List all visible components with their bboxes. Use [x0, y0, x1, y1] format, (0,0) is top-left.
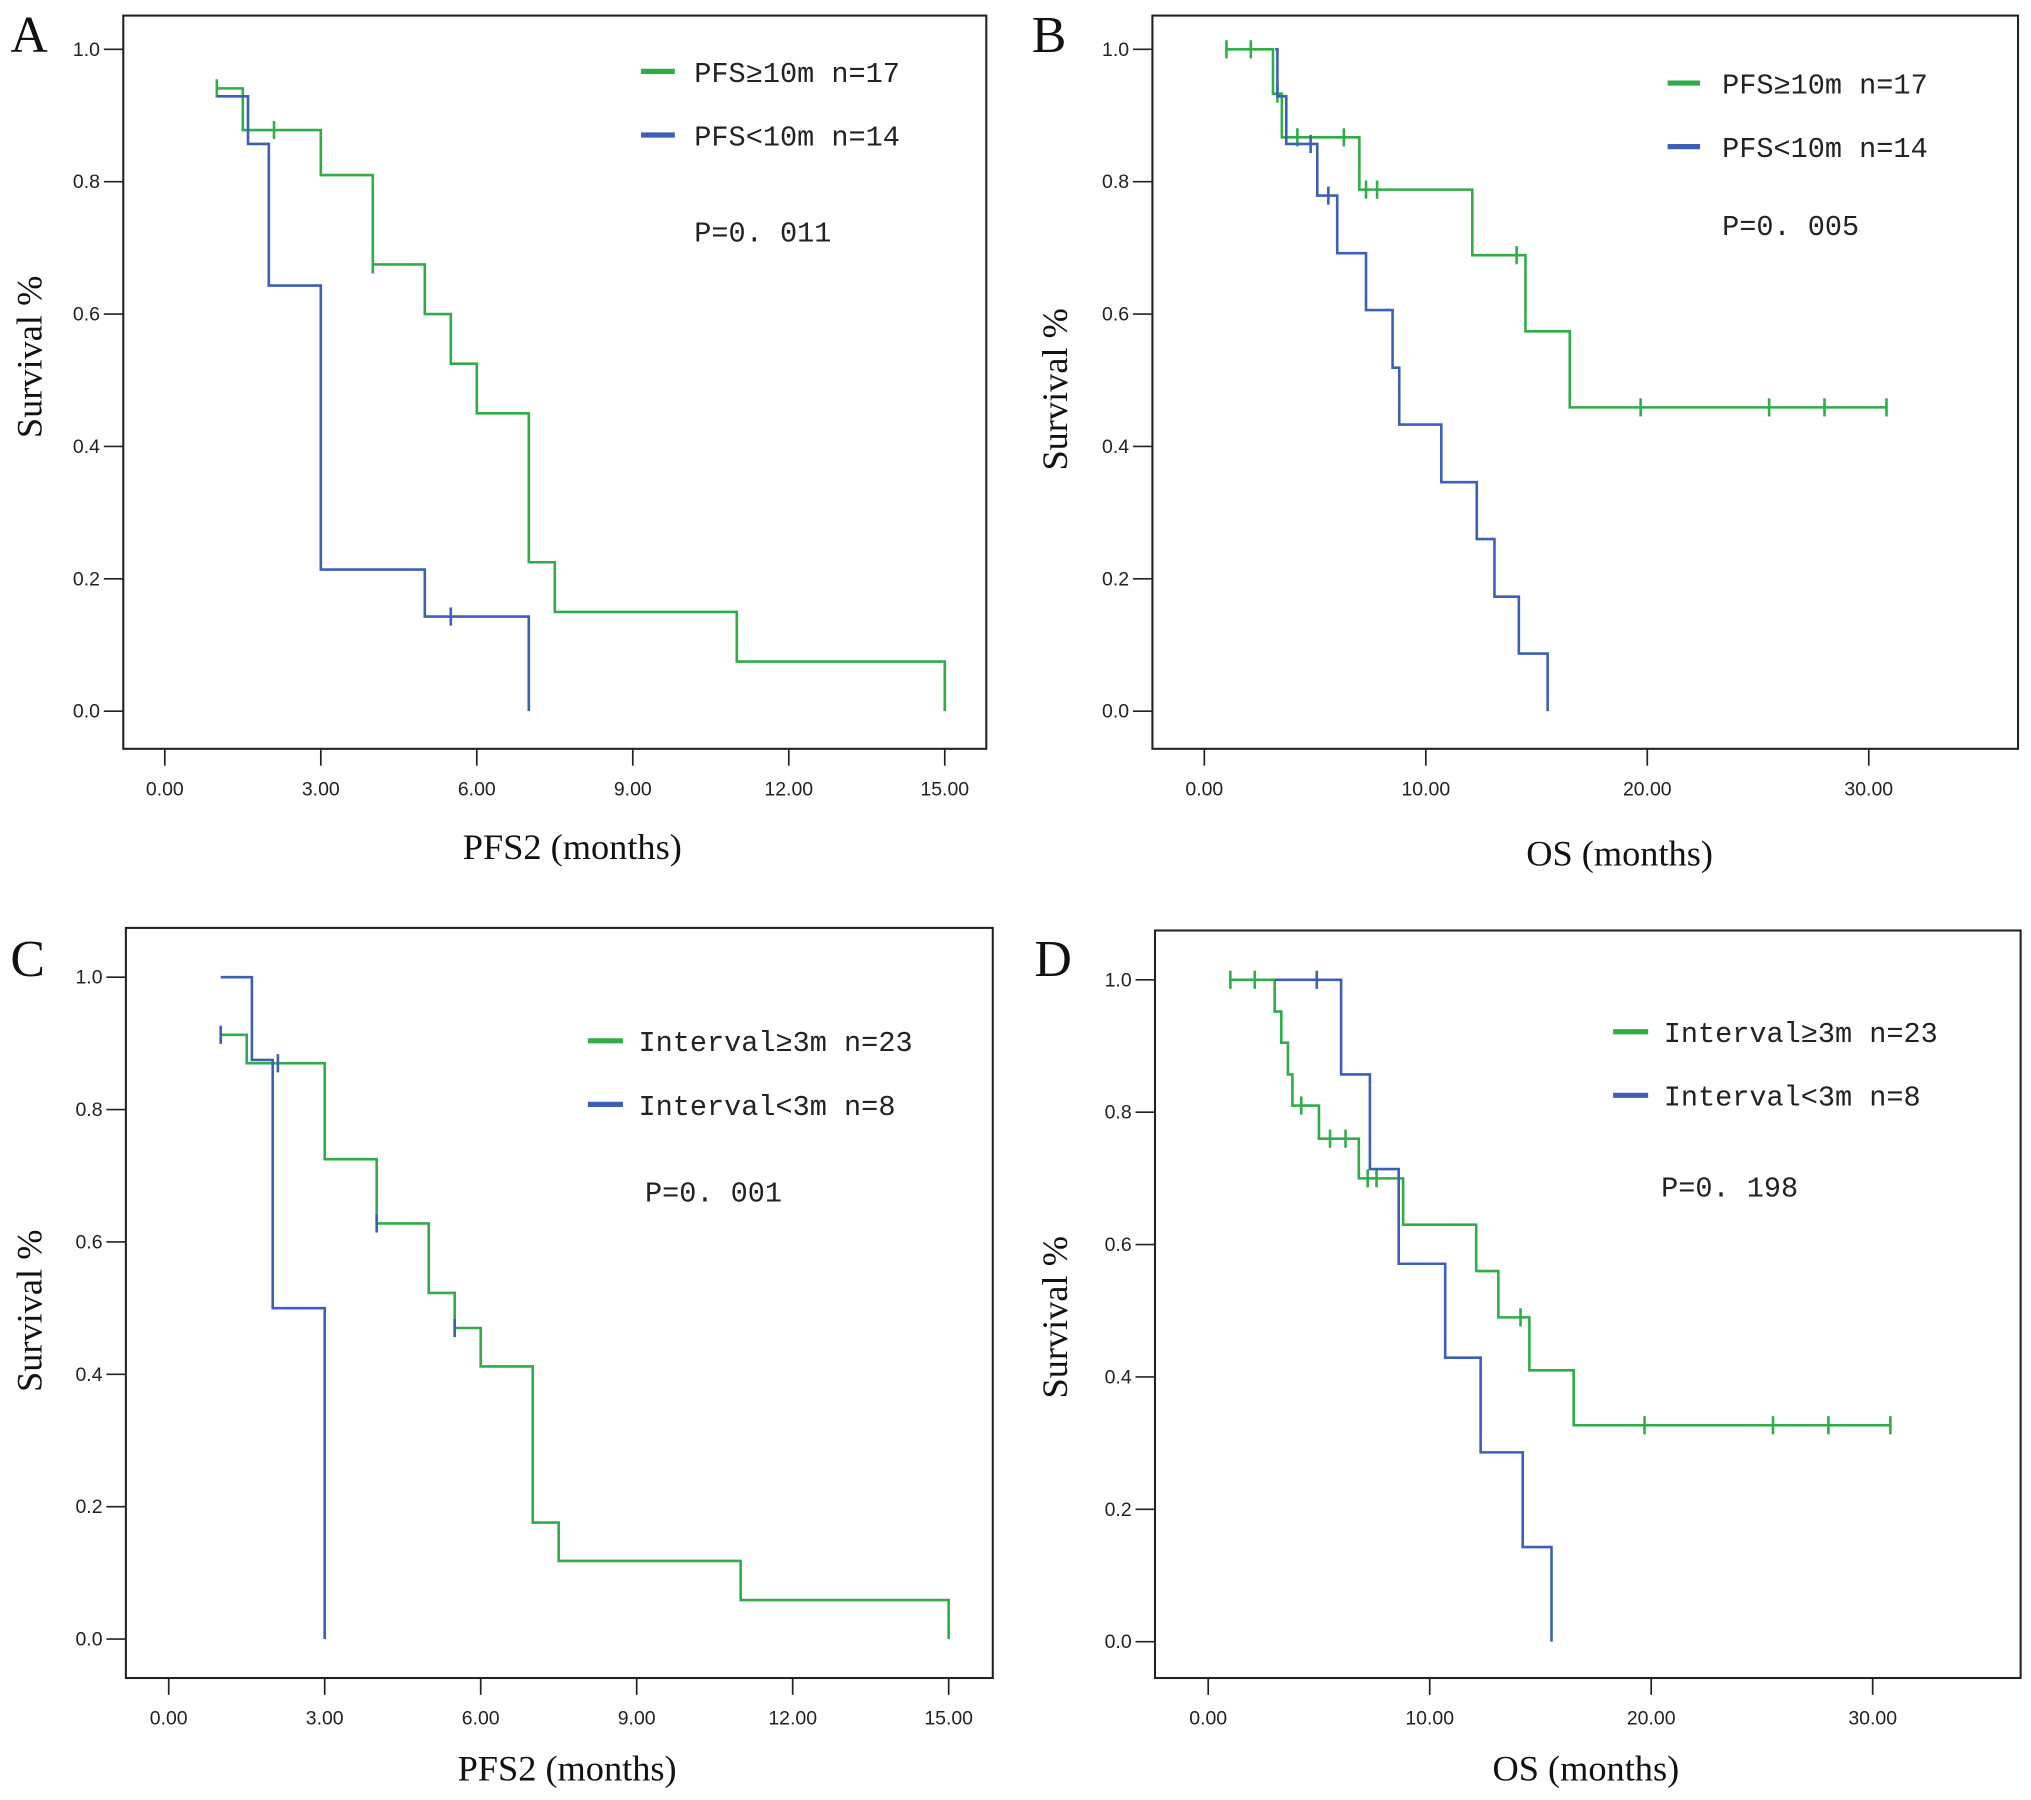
- y-tick-label: 0.2: [75, 1496, 102, 1518]
- panel-letter: D: [1034, 931, 1072, 988]
- x-tick-label: 30.00: [1844, 779, 1893, 801]
- panel-a: A 0.0 0.2 0.4 0.6 0.8 1.0 0.00 3.00 6.00 9.00 12.00…: [10, 7, 988, 867]
- p-value: P=0. 005: [1722, 211, 1859, 244]
- panel-letter: B: [1032, 7, 1067, 64]
- series-green: [219, 1025, 950, 1640]
- x-tick-label: 30.00: [1848, 1708, 1897, 1730]
- x-tick-label: 0.00: [150, 1708, 188, 1730]
- y-tick-label: 0.0: [1102, 701, 1129, 723]
- series-blue: [220, 975, 326, 1640]
- legend-label: Interval<3m n=8: [638, 1091, 895, 1124]
- y-tick-label: 1.0: [75, 967, 102, 989]
- series-blue: [1275, 48, 1549, 712]
- panel-b: B 0.0 0.2 0.4 0.6 0.8 1.0 0.00 10.00 20.00 30.00 OS…: [1032, 7, 2020, 874]
- y-tick-label: 0.6: [75, 1231, 102, 1253]
- y-tick-label: 0.0: [73, 701, 100, 723]
- x-axis-title: PFS2 (months): [463, 827, 682, 867]
- y-tick-label: 1.0: [73, 39, 100, 61]
- y-tick-label: 0.4: [73, 436, 100, 458]
- x-tick-label: 9.00: [614, 779, 652, 801]
- x-tick-label: 20.00: [1623, 779, 1672, 801]
- y-tick-label: 0.8: [75, 1099, 102, 1121]
- plot-frame: [1151, 14, 2020, 750]
- series-green: [1229, 970, 1892, 1435]
- y-tick-label: 0.2: [1102, 568, 1129, 590]
- survival-curve: [1226, 48, 1887, 409]
- y-tick-label: 0.8: [1105, 1102, 1132, 1124]
- x-tick-label: 12.00: [764, 779, 813, 801]
- y-tick-label: 1.0: [1105, 969, 1132, 991]
- survival-curve: [1275, 48, 1549, 712]
- x-axis-title: OS (months): [1493, 1749, 1680, 1789]
- p-value: P=0. 198: [1661, 1173, 1798, 1206]
- survival-curve: [216, 87, 947, 712]
- x-axis-title: OS (months): [1526, 834, 1713, 874]
- y-tick-label: 0.6: [1102, 304, 1129, 326]
- y-tick-label: 0.0: [75, 1629, 102, 1651]
- series-blue: [1274, 970, 1553, 1642]
- y-axis-title: Survival %: [10, 1230, 50, 1392]
- x-tick-label: 10.00: [1401, 779, 1450, 801]
- legend-label: PFS<10m n=14: [694, 121, 900, 154]
- x-tick-label: 9.00: [618, 1708, 656, 1730]
- x-tick-label: 20.00: [1627, 1708, 1676, 1730]
- survival-curve: [220, 975, 326, 1640]
- x-tick-label: 6.00: [458, 779, 496, 801]
- survival-curve: [220, 1033, 950, 1640]
- y-tick-label: 0.0: [1105, 1631, 1132, 1653]
- series-blue: [216, 95, 531, 712]
- y-axis-title: Survival %: [1035, 308, 1075, 470]
- y-tick-label: 0.8: [1102, 171, 1129, 193]
- p-value: P=0. 001: [645, 1178, 782, 1211]
- legend-label: Interval≥3m n=23: [638, 1027, 912, 1060]
- y-tick-label: 0.8: [73, 171, 100, 193]
- survival-curve: [1274, 978, 1553, 1642]
- x-tick-label: 3.00: [302, 779, 340, 801]
- y-tick-label: 0.6: [73, 304, 100, 326]
- legend-label: PFS≥10m n=17: [1722, 69, 1928, 102]
- panel-d: D 0.0 0.2 0.4 0.6 0.8 1.0 0.00 10.00 20.00 30.00 OS…: [1034, 929, 2022, 1789]
- y-tick-label: 0.6: [1105, 1234, 1132, 1256]
- x-tick-label: 12.00: [768, 1708, 817, 1730]
- survival-curve: [1230, 978, 1891, 1427]
- y-tick-label: 0.4: [1102, 436, 1129, 458]
- legend-label: PFS≥10m n=17: [694, 58, 900, 91]
- y-tick-label: 0.4: [75, 1364, 102, 1386]
- y-axis-title: Survival %: [1035, 1236, 1075, 1398]
- x-axis-title: PFS2 (months): [458, 1749, 677, 1789]
- legend-label: PFS<10m n=14: [1722, 133, 1928, 166]
- x-tick-label: 15.00: [920, 779, 969, 801]
- panel-letter: C: [10, 931, 45, 988]
- survival-curve: [216, 95, 531, 712]
- legend-label: Interval<3m n=8: [1664, 1082, 1921, 1115]
- x-tick-label: 0.00: [146, 779, 184, 801]
- panel-letter: A: [10, 7, 48, 64]
- x-tick-label: 15.00: [924, 1708, 973, 1730]
- plot-frame: [122, 14, 988, 750]
- x-tick-label: 10.00: [1405, 1708, 1454, 1730]
- x-tick-label: 0.00: [1189, 1708, 1227, 1730]
- x-tick-label: 6.00: [462, 1708, 500, 1730]
- y-tick-label: 0.2: [1105, 1499, 1132, 1521]
- plot-frame: [1153, 929, 2022, 1680]
- x-tick-label: 0.00: [1185, 779, 1223, 801]
- legend-label: Interval≥3m n=23: [1664, 1018, 1938, 1051]
- y-tick-label: 1.0: [1102, 39, 1129, 61]
- plot-frame: [124, 926, 994, 1680]
- p-value: P=0. 011: [694, 217, 831, 250]
- y-axis-title: Survival %: [10, 276, 50, 438]
- y-tick-label: 0.4: [1105, 1366, 1132, 1388]
- x-tick-label: 3.00: [306, 1708, 344, 1730]
- panel-c: C 0.0 0.2 0.4 0.6 0.8 1.0 0.00 3.00 6.00 9.00 12.00…: [10, 926, 994, 1789]
- y-tick-label: 0.2: [73, 568, 100, 590]
- series-green: [215, 79, 947, 712]
